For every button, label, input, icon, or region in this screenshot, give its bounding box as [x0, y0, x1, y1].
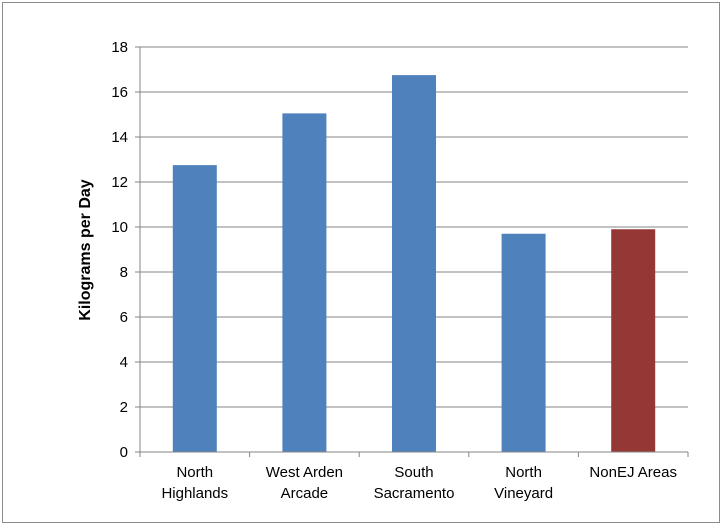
x-category-label-line: North	[505, 464, 542, 481]
bars	[172, 75, 656, 452]
x-category-label-line: NonEJ Areas	[589, 464, 677, 481]
y-tick-label: 6	[120, 309, 128, 326]
bar	[501, 233, 546, 452]
y-tick-label: 18	[111, 39, 128, 56]
x-category-label: West Arden Arcade	[266, 464, 343, 502]
y-tick-label: 12	[111, 174, 128, 191]
y-axis-title: Kilograms per Day	[77, 179, 94, 320]
y-tick-label: 0	[120, 444, 128, 461]
x-category-label: South Sacramento	[374, 464, 455, 502]
y-tick-label: 2	[120, 399, 128, 416]
y-tick-label: 14	[111, 129, 128, 146]
x-category-labels: North Highlands West Arden Arcade South Sacra…	[161, 464, 677, 502]
x-category-label-line: Highlands	[161, 485, 228, 502]
x-category-label: North Highlands	[161, 464, 228, 502]
x-category-label-line: North	[176, 464, 213, 481]
y-tick-label: 16	[111, 84, 128, 101]
bar	[172, 165, 217, 452]
x-category-label: NonEJ Areas	[589, 464, 677, 481]
y-tick-label: 4	[120, 354, 128, 371]
bar	[392, 75, 436, 452]
axes	[135, 46, 689, 457]
y-tick-label: 10	[111, 219, 128, 236]
x-category-label-line: Vineyard	[494, 485, 553, 502]
x-category-label-line: Sacramento	[374, 485, 455, 502]
bar	[282, 113, 327, 452]
x-category-label: North Vineyard	[494, 464, 553, 502]
y-tick-label: 8	[120, 264, 128, 281]
x-category-label-line: West Arden	[266, 464, 343, 481]
x-category-label-line: Arcade	[281, 485, 329, 502]
y-tick-labels: 0 2 4 6 8 10 12 14 16 18	[111, 39, 128, 461]
bar	[611, 229, 656, 452]
x-category-label-line: South	[394, 464, 433, 481]
